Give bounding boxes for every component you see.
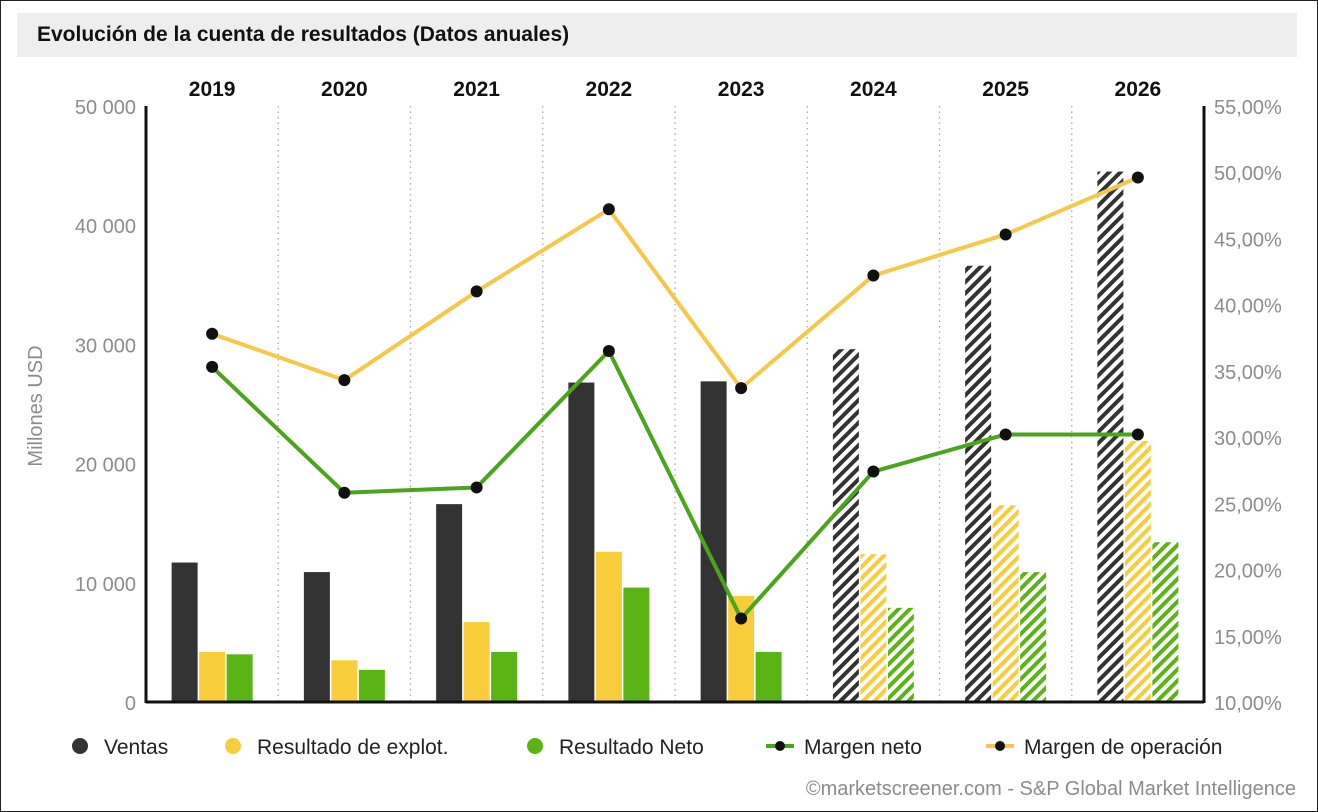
legend-label-Margen de operación: Margen de operación	[1024, 736, 1222, 759]
bar-Resultado de explot.	[860, 554, 887, 702]
point-Margen neto	[867, 465, 880, 478]
point-Margen neto	[470, 481, 483, 494]
y2-tick-label: 10,00%	[1214, 693, 1282, 715]
grid-lines	[277, 106, 1073, 702]
category-label: 2022	[586, 78, 633, 101]
category-label: 2026	[1115, 78, 1162, 101]
bar-Ventas	[303, 572, 330, 702]
bar-Resultado de explot.	[463, 622, 490, 702]
legend-marker-Ventas	[72, 738, 88, 754]
bar-Ventas	[171, 562, 198, 702]
point-Margen de operación	[1131, 171, 1144, 184]
point-Margen de operación	[470, 285, 483, 298]
point-Margen neto	[1131, 428, 1144, 441]
point-Margen neto	[338, 486, 351, 499]
line-Margen de operación	[211, 175, 1139, 391]
legend-marker-Margen neto	[775, 741, 785, 751]
bars	[171, 171, 1179, 702]
point-Margen de operación	[206, 327, 219, 340]
legend-label-Resultado Neto: Resultado Neto	[559, 736, 704, 759]
point-Margen neto	[999, 428, 1012, 441]
y-tick-label: 30 000	[75, 335, 136, 357]
y-axis-title: Millones USD	[25, 345, 47, 466]
legend-label-Resultado de explot.: Resultado de explot.	[257, 736, 448, 759]
y-tick-label: 20 000	[75, 455, 136, 477]
category-label: 2021	[453, 78, 500, 101]
legend-label-Ventas: Ventas	[104, 736, 168, 759]
point-Margen de operación	[602, 203, 615, 216]
category-label: 2020	[321, 78, 368, 101]
category-label: 2025	[982, 78, 1029, 101]
point-Margen de operación	[867, 269, 880, 282]
bar-Ventas	[832, 349, 859, 702]
point-Margen de operación	[999, 228, 1012, 241]
point-Margen de operación	[735, 382, 748, 395]
axes	[144, 106, 1206, 704]
y-tick-label: 50 000	[75, 97, 136, 119]
bar-Resultado Neto	[226, 654, 253, 702]
category-label: 2019	[189, 78, 236, 101]
bar-Ventas	[568, 382, 595, 702]
y-tick-label: 0	[125, 693, 136, 715]
bar-Resultado Neto	[887, 607, 914, 702]
y2-tick-label: 40,00%	[1214, 296, 1282, 318]
bar-Resultado de explot.	[728, 595, 755, 702]
point-Margen neto	[735, 612, 748, 625]
axis-labels: 0 10 000 20 000 30 000 40 000 50 000 10,00% 15,…	[25, 78, 1282, 715]
title-bar: Evolución de la cuenta de resultados (Da…	[17, 13, 1297, 57]
y2-tick-label: 55,00%	[1214, 97, 1282, 119]
source-credit: ©marketscreener.com - S&P Global Market …	[805, 778, 1296, 800]
y-tick-label: 40 000	[75, 216, 136, 238]
bar-Resultado Neto	[755, 651, 782, 702]
y-tick-label: 10 000	[75, 574, 136, 596]
bar-Resultado de explot.	[331, 660, 358, 702]
bar-Resultado Neto	[1020, 572, 1047, 702]
bar-Resultado Neto	[358, 669, 385, 702]
legend-marker-Resultado Neto	[527, 738, 543, 754]
legend-marker-Margen de operación	[995, 741, 1005, 751]
y2-tick-label: 35,00%	[1214, 362, 1282, 384]
y2-tick-label: 25,00%	[1214, 494, 1282, 516]
bar-Resultado Neto	[1152, 542, 1179, 702]
margin-lines	[206, 171, 1144, 625]
bar-Resultado de explot.	[595, 551, 622, 702]
legend-marker-Resultado de explot.	[225, 738, 241, 754]
point-Margen neto	[602, 345, 615, 358]
y2-tick-label: 15,00%	[1214, 627, 1282, 649]
chart-title: Evolución de la cuenta de resultados (Da…	[37, 23, 570, 46]
bar-Resultado de explot.	[1124, 440, 1151, 702]
y2-tick-label: 20,00%	[1214, 561, 1282, 583]
category-label: 2023	[718, 78, 765, 101]
legend: Ventas Resultado de explot. Resultado Neto…	[72, 736, 1222, 759]
bar-Resultado Neto	[623, 587, 650, 702]
bar-Ventas	[436, 504, 463, 702]
y2-tick-label: 30,00%	[1214, 428, 1282, 450]
bar-Ventas	[965, 265, 992, 702]
category-label: 2024	[850, 78, 897, 101]
bar-Ventas	[1097, 171, 1124, 702]
bar-Resultado de explot.	[199, 651, 226, 702]
bar-Resultado Neto	[491, 651, 518, 702]
y2-tick-label: 50,00%	[1214, 163, 1282, 185]
bar-Resultado de explot.	[992, 505, 1019, 702]
line-Margen neto	[210, 349, 1138, 621]
point-Margen de operación	[338, 374, 351, 387]
point-Margen neto	[206, 360, 219, 373]
y2-tick-label: 45,00%	[1214, 229, 1282, 251]
legend-label-Margen neto: Margen neto	[804, 736, 922, 759]
